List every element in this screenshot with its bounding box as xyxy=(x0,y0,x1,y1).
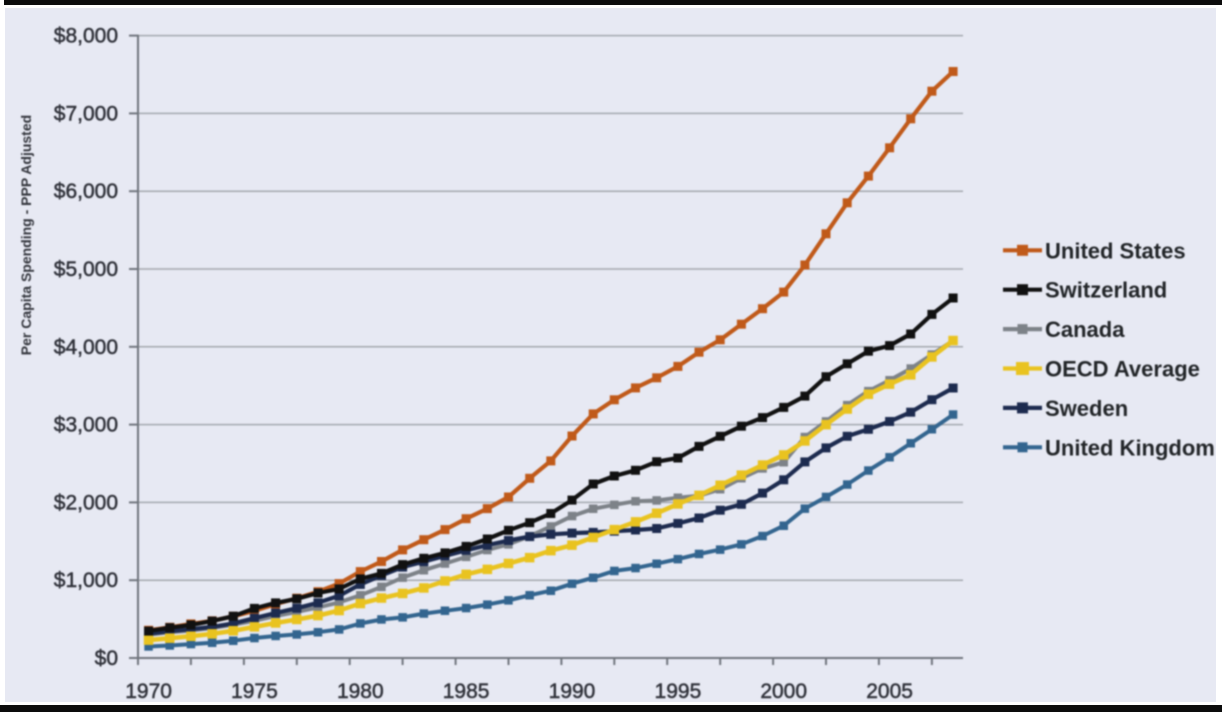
svg-text:Sweden: Sweden xyxy=(1045,396,1128,421)
svg-text:$6,000: $6,000 xyxy=(54,180,118,203)
svg-text:$7,000: $7,000 xyxy=(54,102,118,125)
svg-text:1985: 1985 xyxy=(443,680,490,703)
svg-text:$1,000: $1,000 xyxy=(54,569,118,592)
svg-text:2005: 2005 xyxy=(866,680,913,703)
svg-text:$2,000: $2,000 xyxy=(54,491,118,514)
svg-text:$4,000: $4,000 xyxy=(54,336,118,359)
svg-text:$0: $0 xyxy=(95,647,118,670)
svg-text:OECD Average: OECD Average xyxy=(1045,357,1200,382)
svg-text:$8,000: $8,000 xyxy=(54,25,118,48)
svg-text:United States: United States xyxy=(1045,238,1186,263)
svg-text:1970: 1970 xyxy=(125,680,172,703)
svg-text:1990: 1990 xyxy=(549,680,596,703)
svg-text:1975: 1975 xyxy=(231,680,278,703)
svg-text:United Kingdom: United Kingdom xyxy=(1045,435,1215,460)
svg-text:1995: 1995 xyxy=(655,680,702,703)
svg-text:$5,000: $5,000 xyxy=(54,258,118,281)
svg-text:$3,000: $3,000 xyxy=(54,414,118,437)
svg-text:2000: 2000 xyxy=(760,680,807,703)
svg-text:Per Capita Spending - PPP Adju: Per Capita Spending - PPP Adjusted xyxy=(18,115,34,355)
svg-text:Switzerland: Switzerland xyxy=(1045,278,1167,303)
svg-text:Canada: Canada xyxy=(1045,317,1125,342)
svg-text:1980: 1980 xyxy=(337,680,384,703)
